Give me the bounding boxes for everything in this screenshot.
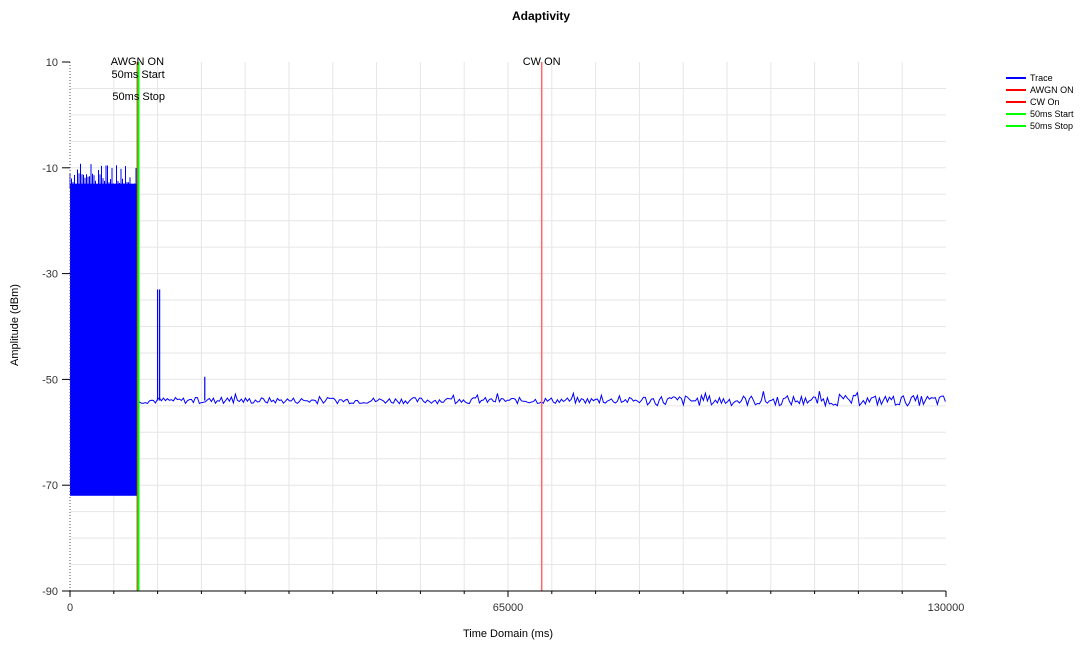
legend-label: 50ms Stop: [1030, 121, 1073, 131]
trace-burst-region: [70, 183, 138, 496]
x-tick-label: 65000: [493, 602, 524, 614]
trace-noise-floor: [136, 391, 946, 408]
y-tick-label: -70: [42, 480, 58, 492]
legend-label: CW On: [1030, 97, 1060, 107]
legend-label: AWGN ON: [1030, 85, 1074, 95]
y-axis-label: Amplitude (dBm): [9, 284, 21, 366]
marker-label: 50ms Start: [111, 69, 164, 81]
marker-label: AWGN ON: [111, 56, 164, 68]
x-axis-label: Time Domain (ms): [463, 628, 553, 640]
legend-label: 50ms Start: [1030, 109, 1074, 119]
trace-burst-peaks: [69, 163, 137, 232]
x-tick-label: 130000: [928, 602, 965, 614]
legend-label: Trace: [1030, 73, 1053, 83]
y-tick-label: -90: [42, 586, 58, 598]
y-tick-label: -50: [42, 374, 58, 386]
grid-lines: [70, 62, 946, 591]
axes: 0 65000 130000 10 -10 -30 -50 -70 -90: [42, 57, 964, 614]
chart-title: Adaptivity: [512, 9, 570, 23]
marker-label: 50ms Stop: [112, 91, 165, 103]
y-tick-label: 10: [46, 57, 58, 69]
x-tick-label: 0: [67, 602, 73, 614]
marker-label: CW ON: [523, 56, 561, 68]
trace-series: [69, 163, 946, 496]
y-tick-label: -10: [42, 163, 58, 175]
y-tick-label: -30: [42, 269, 58, 281]
legend: Trace AWGN ON CW On 50ms Start 50ms Stop: [1006, 73, 1074, 131]
